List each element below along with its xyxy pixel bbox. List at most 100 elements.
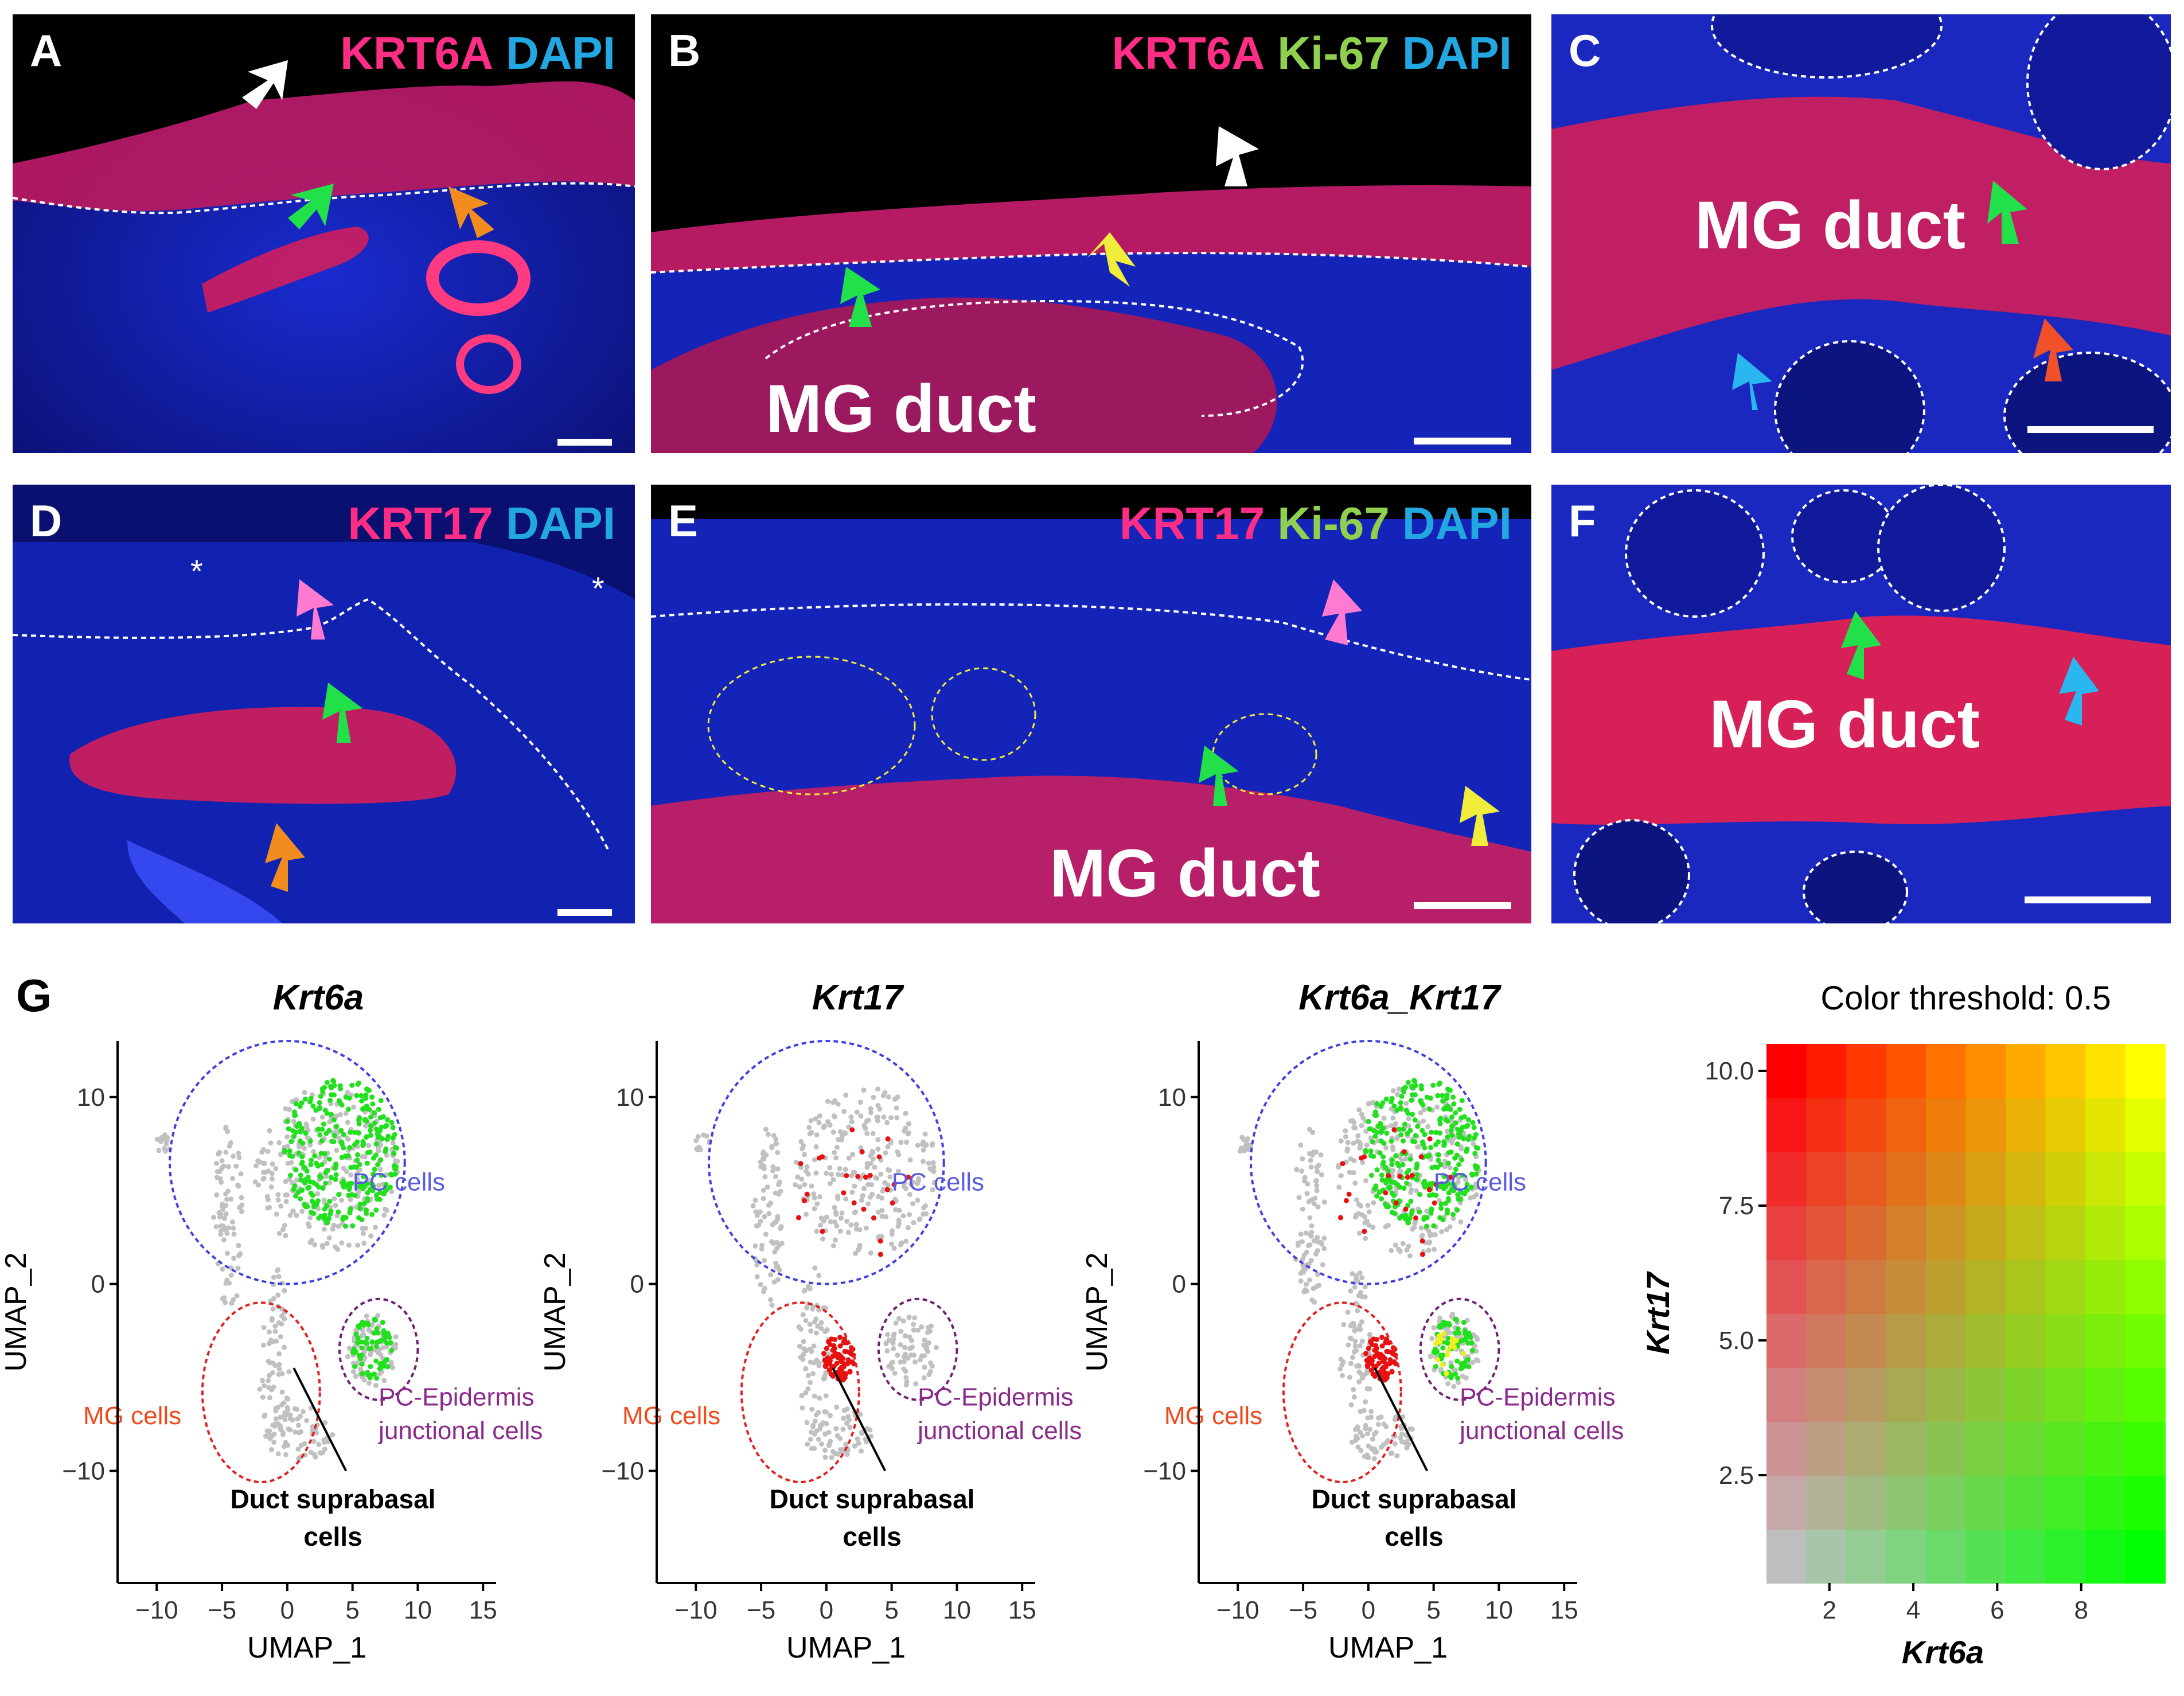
cell-point <box>891 1245 897 1251</box>
cell-point <box>315 1198 321 1204</box>
cell-point <box>1378 1104 1384 1109</box>
cell-point <box>1438 1206 1444 1211</box>
cell-point <box>387 1184 393 1190</box>
cell-point <box>775 1214 781 1219</box>
cell-point <box>891 1333 896 1339</box>
heatmap-cell <box>2125 1367 2166 1422</box>
cell-point <box>1359 1112 1364 1117</box>
cell-point <box>330 1432 336 1438</box>
heatmap-cell <box>2085 1098 2126 1152</box>
heatmap-cell <box>1965 1475 2006 1530</box>
cell-point <box>903 1375 909 1381</box>
heatmap-cell <box>1965 1044 2006 1098</box>
yellow-arrow <box>1087 232 1136 287</box>
cell-point <box>356 1121 362 1126</box>
heatmap-cell <box>2085 1206 2126 1260</box>
cell-point <box>311 1452 317 1457</box>
cell-point <box>1448 1344 1454 1350</box>
cell-point <box>1338 1215 1343 1221</box>
cell-point <box>1318 1152 1324 1158</box>
cell-point <box>800 1405 805 1411</box>
cell-point <box>915 1198 921 1203</box>
cell-point <box>898 1242 903 1247</box>
cell-point <box>1366 1346 1371 1351</box>
y-tick-label: 0 <box>630 1270 644 1299</box>
cell-point <box>318 1451 324 1456</box>
cell-point <box>704 1133 709 1139</box>
cell-point <box>1397 1184 1403 1190</box>
cell-point <box>268 1447 274 1452</box>
cell-point <box>235 1265 241 1271</box>
stain-ki67: Ki-67 <box>1277 498 1390 549</box>
cell-point <box>868 1250 873 1256</box>
heatmap-cell <box>1886 1367 1926 1422</box>
cell-point <box>369 1212 375 1217</box>
cell-point <box>1461 1320 1467 1325</box>
cell-point <box>770 1164 776 1169</box>
cell-point <box>1393 1242 1398 1248</box>
cell-point <box>814 1132 820 1138</box>
cell-point <box>1345 1309 1351 1315</box>
heatmap-cell <box>1926 1206 1967 1260</box>
cell-point <box>1345 1140 1351 1145</box>
cell-point <box>822 1448 828 1453</box>
cell-point <box>327 1211 333 1217</box>
heatmap-cell <box>1886 1475 1926 1530</box>
y-tick-label: −10 <box>601 1457 644 1485</box>
cell-point <box>768 1297 774 1303</box>
heatmap-cell <box>1886 1313 1926 1368</box>
cell-point <box>883 1150 888 1156</box>
cell-point <box>221 1163 227 1169</box>
cell-point <box>341 1145 346 1151</box>
cell-point <box>1359 1212 1364 1218</box>
cell-point <box>1432 1246 1437 1252</box>
cell-point <box>324 1241 330 1246</box>
cell-point <box>855 1247 861 1253</box>
cell-point <box>1321 1246 1327 1251</box>
cell-point <box>1401 1086 1406 1091</box>
cell-point <box>844 1406 850 1412</box>
cell-point <box>364 1210 369 1216</box>
cell-point <box>922 1337 927 1343</box>
heatmap-cell <box>2045 1098 2086 1152</box>
cell-point <box>365 1321 370 1326</box>
cell-point <box>326 1216 332 1221</box>
cell-point <box>760 1187 766 1193</box>
cell-point <box>358 1181 364 1187</box>
cell-point <box>287 1153 292 1159</box>
cell-point <box>910 1201 916 1207</box>
cell-point <box>882 1180 888 1186</box>
cell-point <box>272 1328 278 1334</box>
cell-point <box>696 1144 702 1150</box>
cell-point <box>266 1358 271 1364</box>
cell-point <box>773 1261 779 1266</box>
cell-point <box>763 1231 769 1237</box>
cell-point <box>365 1373 371 1378</box>
cell-point <box>307 1215 313 1221</box>
cell-point <box>276 1274 282 1280</box>
cell-point <box>297 1138 303 1144</box>
cyan-arrow <box>1732 353 1772 410</box>
heatmap-cell <box>1806 1260 1847 1314</box>
stain-krt17: KRT17 <box>348 498 493 549</box>
cell-point <box>1405 1079 1411 1085</box>
cell-point <box>840 1375 846 1381</box>
cell-point <box>874 1114 880 1120</box>
cell-point <box>849 1173 855 1179</box>
heatmap-cell <box>2006 1367 2046 1422</box>
cell-point <box>1442 1164 1448 1169</box>
cell-point <box>383 1182 389 1187</box>
cell-point <box>851 1200 857 1206</box>
cell-point <box>1453 1110 1458 1116</box>
heatmap-cell <box>1766 1367 1807 1422</box>
cell-point <box>1440 1098 1446 1104</box>
heatmap-cell <box>1886 1206 1926 1260</box>
cell-point <box>837 1165 843 1171</box>
cell-point <box>916 1217 922 1222</box>
cell-point <box>1370 1139 1375 1144</box>
cell-point <box>261 1325 267 1331</box>
cell-point <box>345 1120 350 1125</box>
cell-point <box>224 1196 229 1202</box>
cell-point <box>816 1120 822 1125</box>
cell-point <box>902 1333 908 1339</box>
